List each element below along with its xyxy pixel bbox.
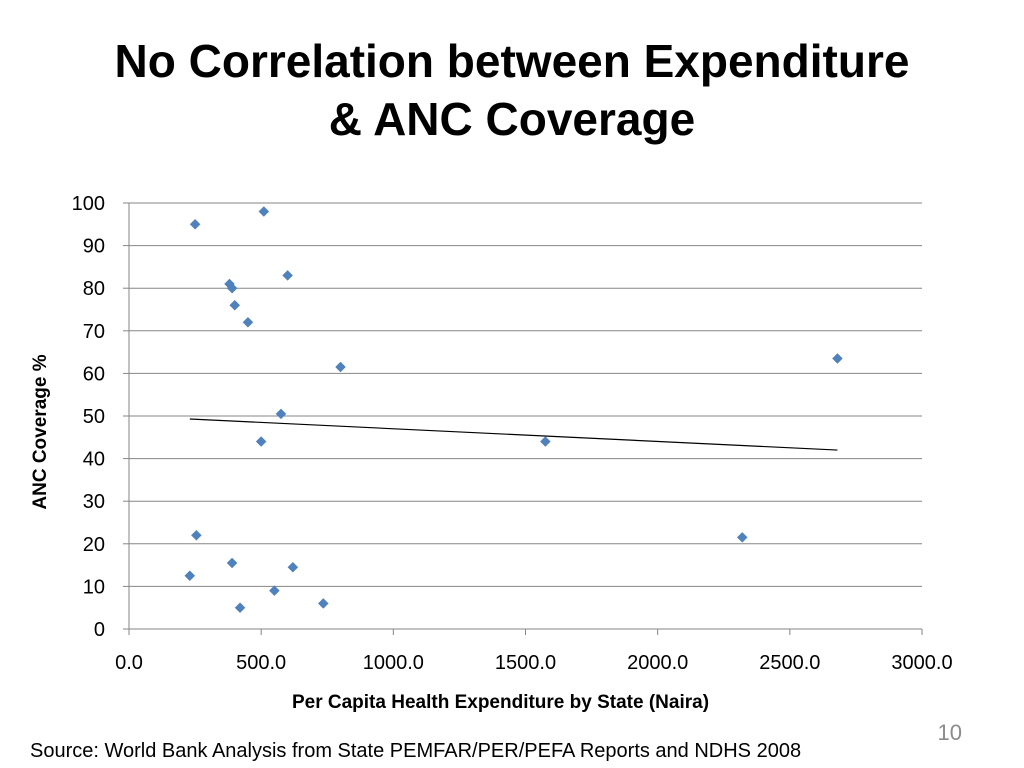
- scatter-point: [229, 299, 241, 311]
- slide-title: No Correlation between Expenditure & ANC…: [0, 32, 1024, 148]
- scatter-point: [189, 218, 201, 230]
- slide-title-line-1: No Correlation between Expenditure: [114, 35, 910, 87]
- y-tick-label: 60: [83, 363, 105, 385]
- axes: [123, 202, 923, 635]
- y-tick-label: 70: [83, 321, 105, 343]
- scatter-point: [226, 557, 238, 569]
- scatter-point: [539, 436, 551, 447]
- y-tick-label: 30: [83, 491, 105, 513]
- y-tick-label: 100: [72, 193, 105, 215]
- x-tick-label: 500.0: [236, 652, 286, 674]
- y-tick-label: 10: [83, 576, 105, 598]
- scatter-point: [258, 206, 270, 217]
- scatter-point: [269, 585, 280, 597]
- scatter-point: [191, 529, 202, 541]
- trendline-layer: [189, 418, 838, 451]
- x-tick-label: 3000.0: [891, 652, 952, 674]
- scatter-point: [832, 353, 843, 364]
- scatter-point: [287, 561, 299, 573]
- y-tick-label: 80: [83, 278, 105, 300]
- scatter-point: [282, 270, 293, 281]
- slide-title-line-2: & ANC Coverage: [328, 93, 696, 145]
- gridlines: [129, 202, 922, 587]
- scatter-point: [317, 598, 329, 609]
- scatter-point: [255, 436, 267, 447]
- scatter-point: [335, 361, 346, 373]
- y-tick-label: 50: [83, 406, 105, 428]
- y-tick-label: 90: [83, 236, 105, 258]
- y-axis-title: ANC Coverage %: [30, 354, 51, 509]
- x-tick-label: 1000.0: [363, 652, 424, 674]
- x-tick-label: 2500.0: [759, 652, 820, 674]
- scatter-point: [242, 316, 254, 328]
- y-tick-label: 40: [83, 449, 105, 471]
- scatter-point: [184, 570, 196, 582]
- x-tick-label: 2000.0: [627, 652, 688, 674]
- scatter-point: [226, 282, 238, 294]
- scatter-point: [275, 408, 287, 420]
- data-points: [184, 206, 843, 614]
- x-tick-label: 1500.0: [495, 652, 556, 674]
- x-axis-title: Per Capita Health Expenditure by State (…: [292, 692, 709, 713]
- y-tick-label: 20: [83, 534, 105, 556]
- x-tick-label: 0.0: [115, 652, 143, 674]
- scatter-point: [234, 602, 246, 614]
- scatter-point: [736, 532, 748, 543]
- source-note: Source: World Bank Analysis from State P…: [30, 740, 802, 762]
- page-number: 10: [937, 720, 962, 745]
- trendline: [189, 418, 838, 451]
- y-tick-label: 0: [94, 619, 105, 641]
